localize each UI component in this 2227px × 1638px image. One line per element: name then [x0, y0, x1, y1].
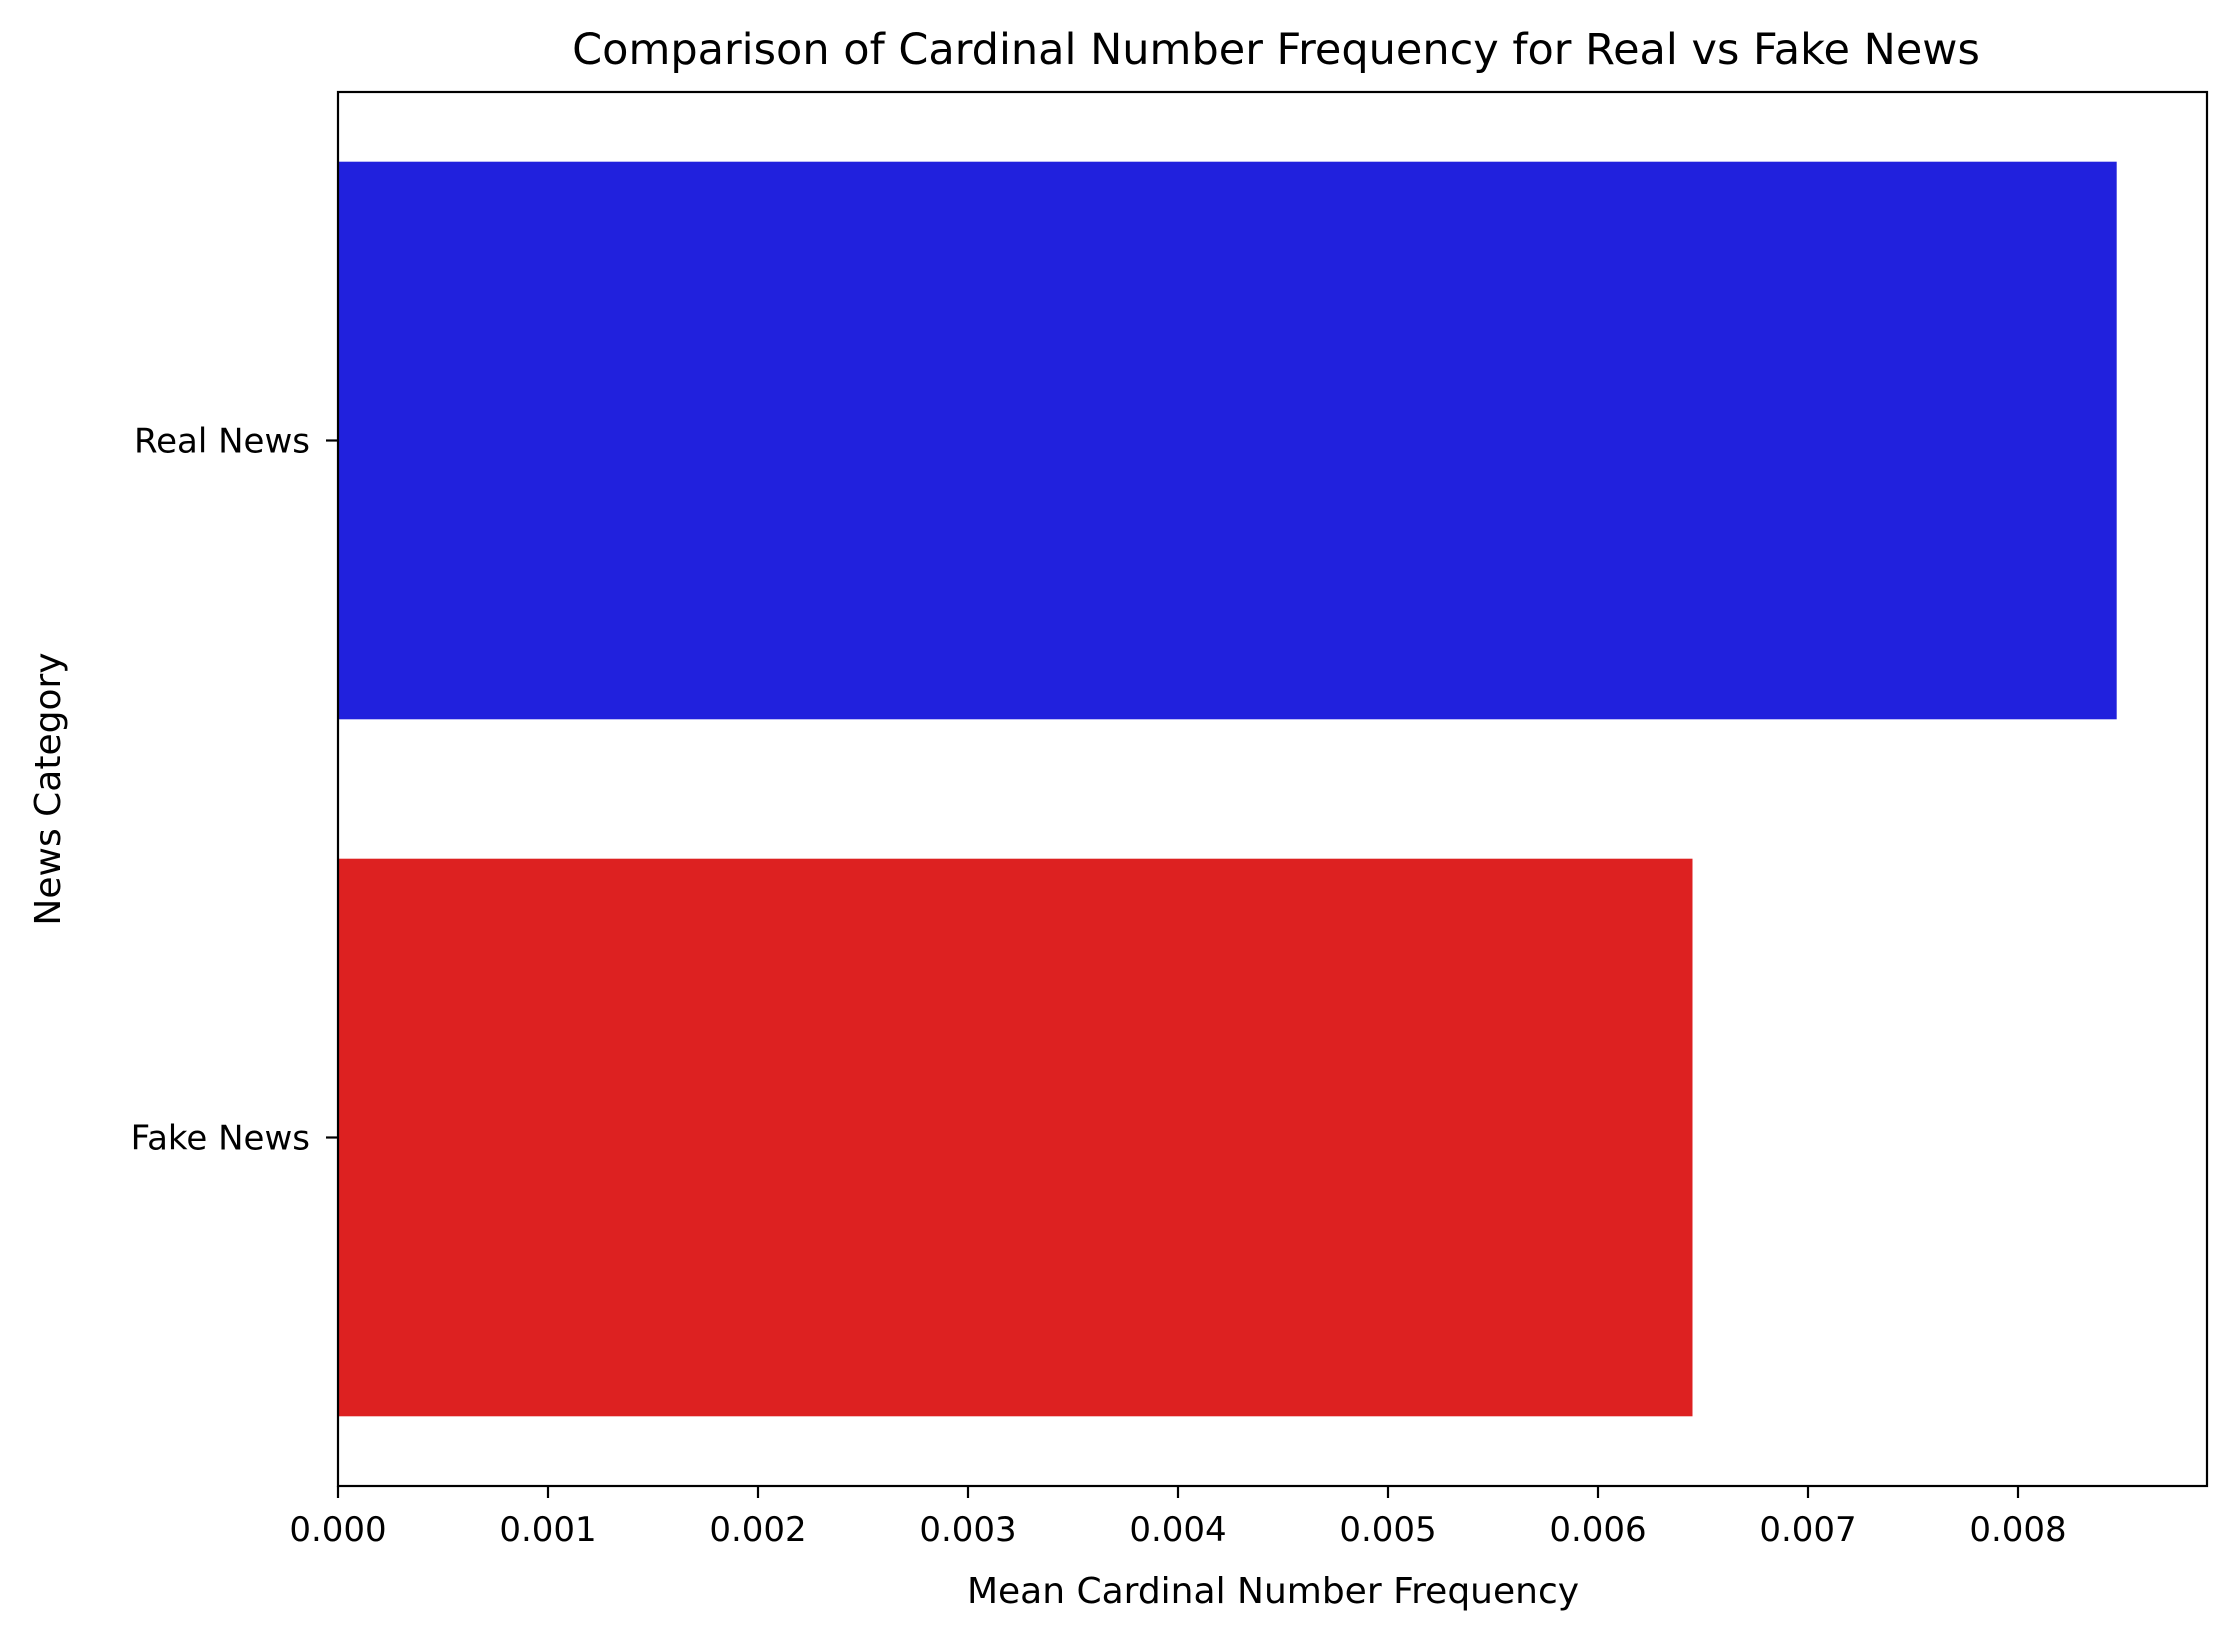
bar-real-news — [338, 161, 2117, 720]
x-tick-label: 0.004 — [1129, 1510, 1226, 1550]
chart-title: Comparison of Cardinal Number Frequency … — [572, 25, 1980, 75]
y-axis-ticks: Real News Fake News — [131, 422, 338, 1159]
x-tick-label: 0.002 — [709, 1510, 806, 1550]
x-axis-ticks: 0.000 0.001 0.002 0.003 0.004 0.005 0.006 0.007… — [289, 1486, 2067, 1550]
x-axis-label: Mean Cardinal Number Frequency — [967, 1571, 1579, 1612]
y-tick-label: Real News — [134, 422, 310, 462]
x-tick-label: 0.007 — [1759, 1510, 1856, 1550]
x-tick-label: 0.006 — [1549, 1510, 1646, 1550]
x-tick-label: 0.003 — [919, 1510, 1016, 1550]
bar-fake-news — [338, 858, 1693, 1417]
x-tick-label: 0.001 — [499, 1510, 596, 1550]
y-tick-label: Fake News — [131, 1119, 310, 1159]
plot-frame — [336, 90, 2209, 1488]
x-tick-label: 0.005 — [1339, 1510, 1436, 1550]
y-axis-label: News Category — [28, 652, 69, 925]
x-tick-label: 0.000 — [289, 1510, 386, 1550]
bars-group — [338, 161, 2117, 1417]
x-tick-label: 0.008 — [1969, 1510, 2066, 1550]
